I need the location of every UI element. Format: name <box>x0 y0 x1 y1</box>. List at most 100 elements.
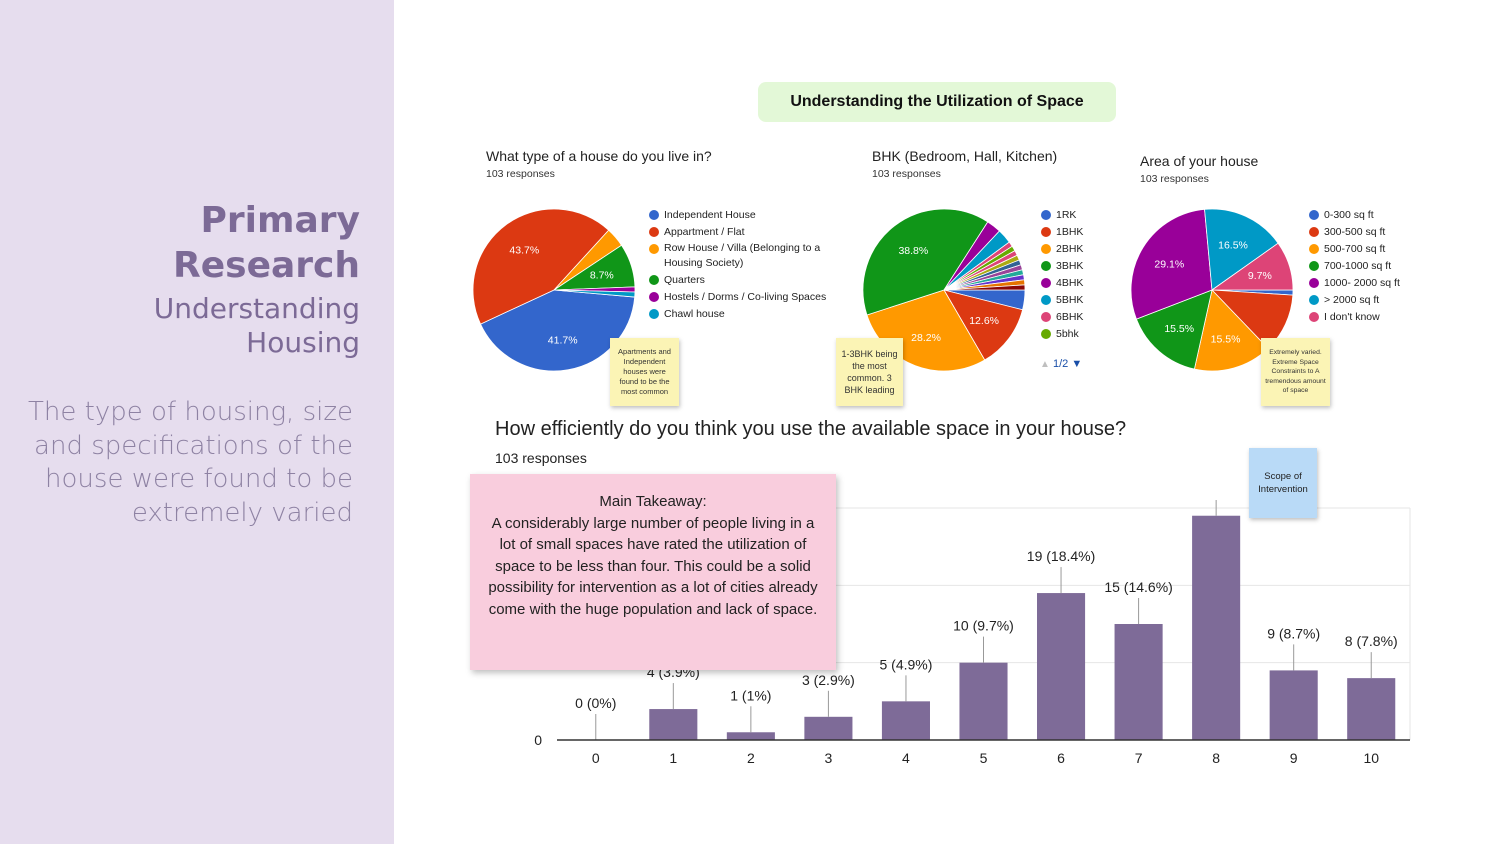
bar-2 <box>726 732 775 740</box>
takeaway-body: A considerably large number of people li… <box>488 514 818 618</box>
x-tick-label: 2 <box>747 750 755 766</box>
slide-banner: Understanding the Utilization of Space <box>758 82 1116 122</box>
legend-item: Hostels / Dorms / Co-living Spaces <box>649 289 839 306</box>
pie-data-label: 38.8% <box>898 245 928 257</box>
pie-slice-700-1000-sq-ft <box>1135 289 1213 370</box>
bar-data-label: 3 (2.9%) <box>802 672 855 688</box>
legend-item: 0-300 sq ft <box>1309 207 1419 224</box>
bar-chart-responses: 103 responses <box>495 450 587 466</box>
legend-item: 5BHK <box>1041 292 1121 309</box>
bar-6 <box>1037 593 1086 740</box>
x-tick-label: 3 <box>825 750 833 766</box>
section-subtitle: Understanding Housing <box>20 292 360 360</box>
pie-slice-extra-7 <box>943 284 1026 291</box>
bar-7 <box>1114 624 1163 740</box>
bar-data-label: 9 (8.7%) <box>1267 625 1320 641</box>
takeaway-heading: Main Takeaway: <box>599 493 707 510</box>
legend-swatch-icon <box>1041 312 1051 322</box>
bar-chart-title: How efficiently do you think you use the… <box>495 418 1127 440</box>
pie2-title: BHK (Bedroom, Hall, Kitchen) <box>872 148 1058 164</box>
legend-swatch-icon <box>1041 278 1051 288</box>
bar-data-label: 15 (14.6%) <box>1104 579 1172 595</box>
pie-data-label: 9.7% <box>1248 270 1272 282</box>
x-tick-label: 7 <box>1135 750 1143 766</box>
legend-item: 4BHK <box>1041 275 1121 292</box>
x-tick-label: 6 <box>1057 750 1065 766</box>
legend-item: Quarters <box>649 272 839 289</box>
legend-label: I don't know <box>1324 311 1380 323</box>
legend-swatch-icon <box>1041 295 1051 305</box>
legend-item: 6BHK <box>1041 309 1121 326</box>
bar-data-label: 5 (4.9%) <box>879 656 932 672</box>
legend-swatch-icon <box>649 292 659 302</box>
pie3-annotation-note: Extremely varied. Extreme Space Constrai… <box>1261 338 1330 406</box>
legend-swatch-icon <box>649 227 659 237</box>
bar-1 <box>649 709 698 740</box>
legend-swatch-icon <box>649 210 659 220</box>
pie-data-label: 12.6% <box>969 315 999 327</box>
legend-item: 1BHK <box>1041 224 1121 241</box>
pie1-title: What type of a house do you live in? <box>486 148 712 164</box>
legend-swatch-icon <box>1309 312 1319 322</box>
pie3-title: Area of your house <box>1140 153 1259 169</box>
legend-label: 5BHK <box>1056 294 1084 306</box>
legend-swatch-icon <box>1041 210 1051 220</box>
x-tick-label: 4 <box>902 750 910 766</box>
pie1-annotation-note: Apartments and Independent houses were f… <box>610 338 679 406</box>
pie-slice-appartment-flat <box>472 208 610 325</box>
legend-item: 2BHK <box>1041 241 1121 258</box>
legend-label: 1RK <box>1056 209 1077 221</box>
legend-swatch-icon <box>1309 295 1319 305</box>
pie2-legend-pager[interactable]: ▲ 1/2 ▼ <box>1040 358 1082 370</box>
legend-swatch-icon <box>1309 227 1319 237</box>
main-takeaway-note: Main Takeaway: A considerably large numb… <box>470 474 836 670</box>
bar-10 <box>1347 678 1396 740</box>
legend-item: Chawl house <box>649 306 839 323</box>
section-title-line2: Research <box>173 245 360 286</box>
legend-next-icon[interactable]: ▼ <box>1071 358 1083 370</box>
bar-data-label: 19 (18.4%) <box>1027 548 1095 564</box>
pie-data-label: 8.7% <box>590 270 614 282</box>
legend-swatch-icon <box>1309 261 1319 271</box>
section-subtitle-line2: Housing <box>246 326 360 359</box>
legend-label: 6BHK <box>1056 311 1084 323</box>
legend-prev-icon[interactable]: ▲ <box>1040 359 1050 370</box>
pie-slice--2000-sq-ft <box>1204 208 1279 291</box>
bar-9 <box>1269 670 1318 740</box>
bar-data-label: 0 (0%) <box>575 695 616 711</box>
pie2-responses: 103 responses <box>872 168 941 180</box>
pie3-legend: 0-300 sq ft 300-500 sq ft 500-700 sq ft 700… <box>1309 207 1419 326</box>
legend-label: Appartment / Flat <box>664 226 745 238</box>
legend-label: Hostels / Dorms / Co-living Spaces <box>664 291 827 303</box>
pie-data-label: 28.2% <box>911 332 941 344</box>
legend-label: Chawl house <box>664 308 725 320</box>
x-tick-label: 0 <box>592 750 600 766</box>
pie-data-label: 29.1% <box>1154 259 1184 271</box>
legend-label: 2BHK <box>1056 243 1084 255</box>
legend-swatch-icon <box>649 275 659 285</box>
pie-data-label: 15.5% <box>1164 323 1194 335</box>
legend-label: > 2000 sq ft <box>1324 294 1380 306</box>
x-tick-label: 10 <box>1363 750 1379 766</box>
legend-item: 500-700 sq ft <box>1309 241 1419 258</box>
bar-5 <box>959 662 1008 740</box>
pie-slice-independent-house <box>479 289 636 372</box>
legend-label: 500-700 sq ft <box>1324 243 1386 255</box>
pie1-responses: 103 responses <box>486 168 555 180</box>
legend-page-label: 1/2 <box>1052 358 1069 370</box>
x-tick-label: 8 <box>1212 750 1220 766</box>
bar-3 <box>804 716 853 740</box>
pie-data-label: 15.5% <box>1211 333 1241 345</box>
pie-data-label: 43.7% <box>509 244 539 256</box>
legend-label: Independent House <box>664 209 756 221</box>
legend-label: Quarters <box>664 274 705 286</box>
legend-item: 700-1000 sq ft <box>1309 258 1419 275</box>
legend-swatch-icon <box>1041 329 1051 339</box>
sidebar-panel: Primary Research Understanding Housing T… <box>0 0 394 844</box>
legend-item: 1RK <box>1041 207 1121 224</box>
scope-of-intervention-note: Scope of Intervention <box>1249 448 1317 518</box>
legend-item: Independent House <box>649 207 839 224</box>
legend-item: Row House / Villa (Belonging to a Housin… <box>649 241 839 270</box>
x-tick-label: 5 <box>980 750 988 766</box>
pie2-legend: 1RK 1BHK 2BHK 3BHK 4BHK 5BHK 6BHK 5bhk <box>1041 207 1121 343</box>
